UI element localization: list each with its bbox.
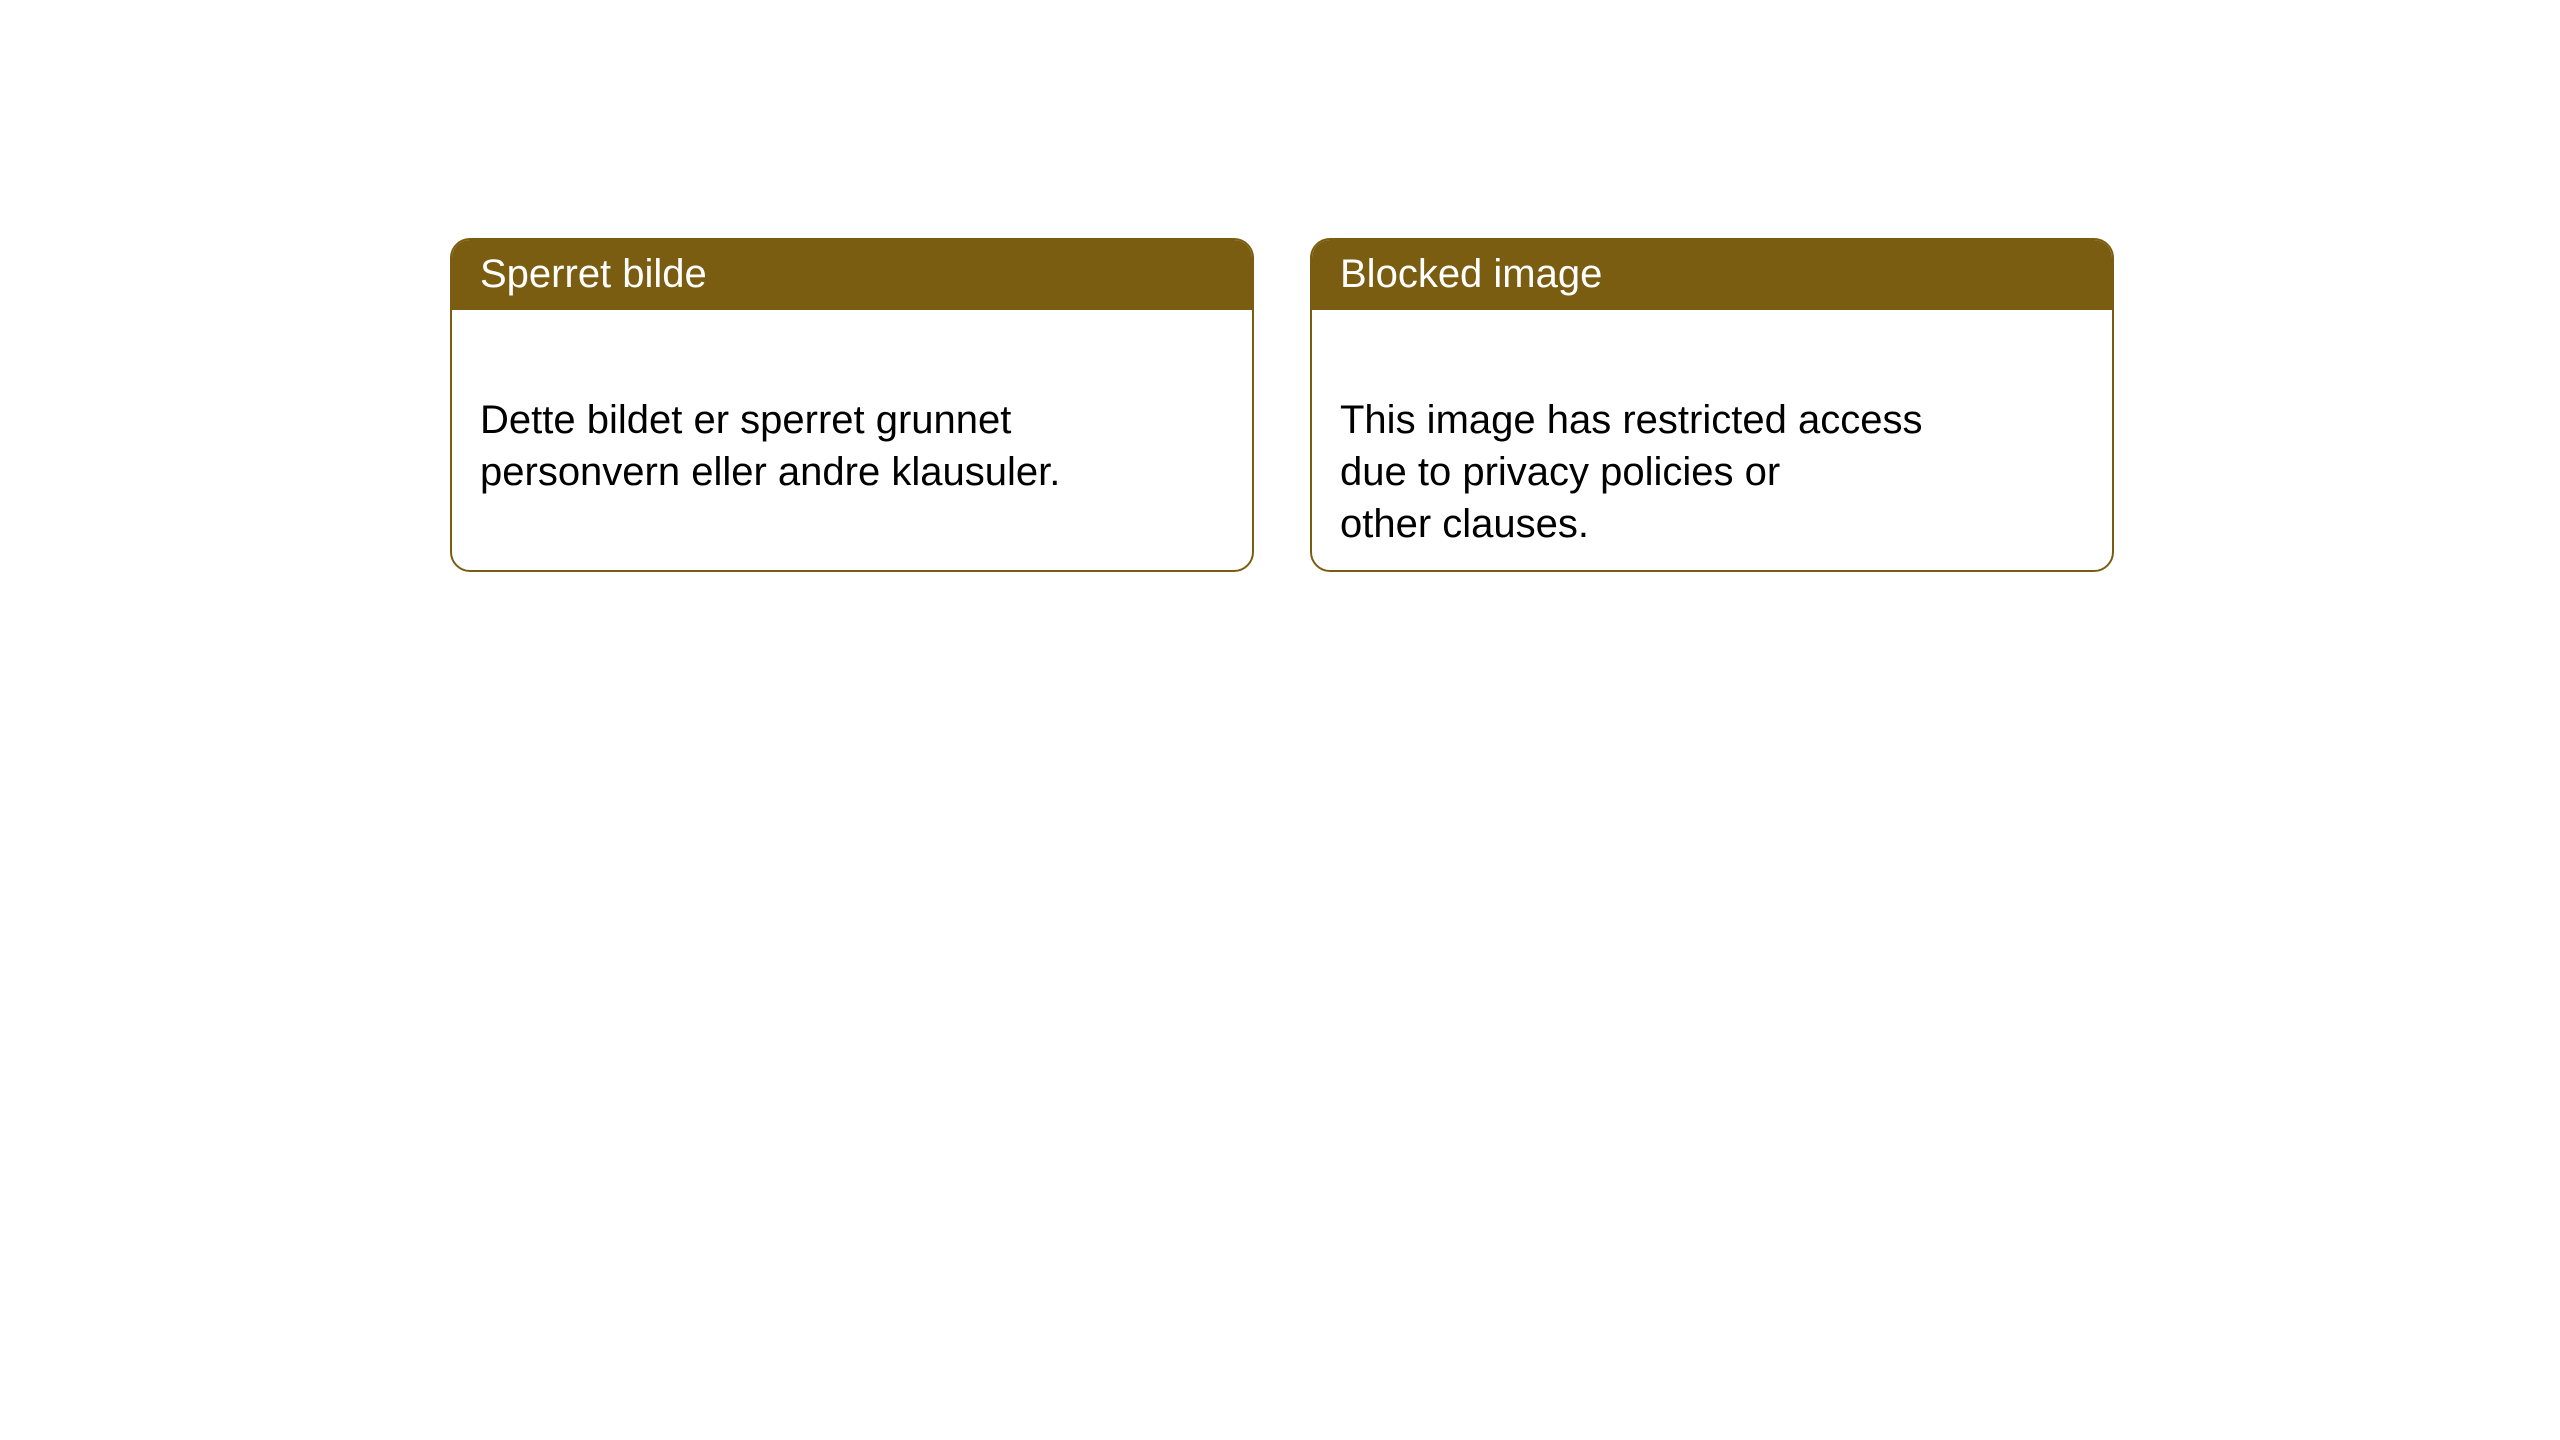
card-title: Sperret bilde bbox=[480, 252, 707, 296]
card-body-text: Dette bildet er sperret grunnet personve… bbox=[480, 398, 1060, 494]
card-title: Blocked image bbox=[1340, 252, 1602, 296]
notice-card-norwegian: Sperret bilde Dette bildet er sperret gr… bbox=[450, 238, 1254, 572]
card-header-norwegian: Sperret bilde bbox=[452, 240, 1252, 310]
card-body-text: This image has restricted access due to … bbox=[1340, 398, 1922, 546]
card-body-english: This image has restricted access due to … bbox=[1312, 310, 2112, 572]
notice-card-english: Blocked image This image has restricted … bbox=[1310, 238, 2114, 572]
card-body-norwegian: Dette bildet er sperret grunnet personve… bbox=[452, 310, 1252, 530]
card-header-english: Blocked image bbox=[1312, 240, 2112, 310]
notice-container: Sperret bilde Dette bildet er sperret gr… bbox=[0, 0, 2560, 572]
